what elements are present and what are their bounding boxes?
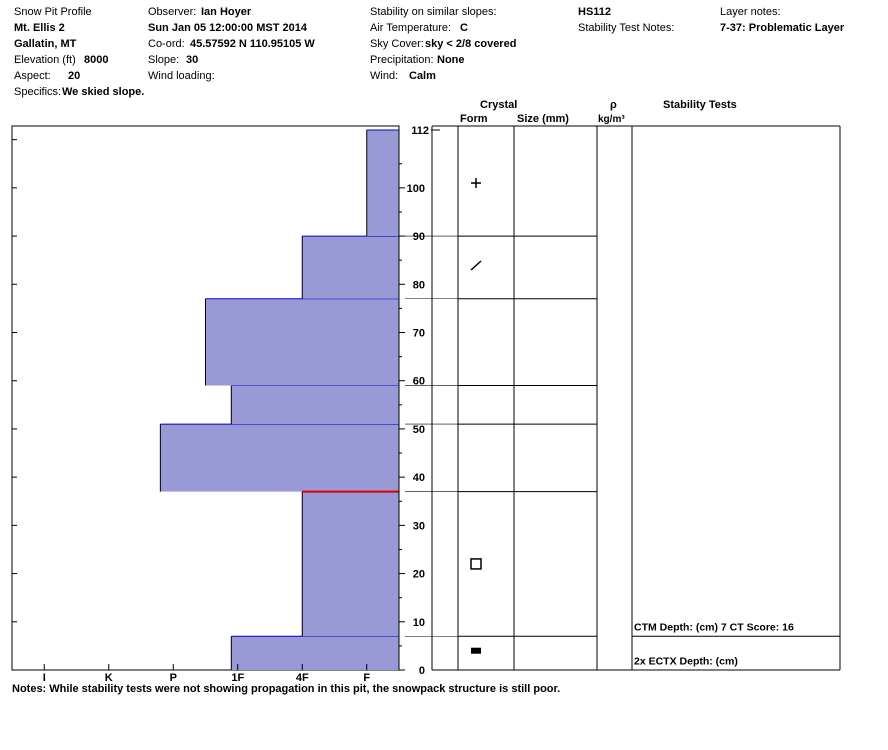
stability-tests-header: Stability Tests xyxy=(663,99,737,111)
stability-test-0: CTM Depth: (cm) 7 CT Score: 16 xyxy=(634,622,794,634)
coord-value: 45.57592 N 110.95105 W xyxy=(190,38,315,50)
hardness-tick-label: P xyxy=(170,672,177,684)
specifics-value: We skied slope. xyxy=(62,86,145,98)
hardness-bar-4 xyxy=(205,298,399,386)
hs-value: HS112 xyxy=(578,6,612,18)
slope-value: 30 xyxy=(186,54,199,66)
wind-loading-label: Wind loading: xyxy=(148,70,215,82)
slope-label: Slope: xyxy=(148,54,180,66)
layer-notes-value: 7-37: Problematic Layer xyxy=(720,22,845,34)
sky-cover-label: Sky Cover: xyxy=(370,38,424,50)
precip-label: Precipitation: xyxy=(370,54,434,66)
depth-tick-label: 70 xyxy=(413,328,425,340)
wind-label: Wind: xyxy=(370,70,399,82)
hardness-bar-1 xyxy=(302,491,399,637)
hardness-tick-label: 4F xyxy=(296,672,309,684)
density-unit: kg/m³ xyxy=(598,114,625,125)
stability-test-1: 2x ECTX Depth: (cm) xyxy=(634,655,738,667)
profile-title: Snow Pit Profile xyxy=(14,6,92,18)
crystal-header: Crystal xyxy=(480,99,518,111)
hardness-axis: I K P 1F 4F F xyxy=(43,664,370,684)
depth-tick-label: 0 xyxy=(419,665,425,677)
grain-form-slash xyxy=(470,260,482,271)
size-header: Size (mm) xyxy=(517,113,569,125)
depth-tick-label: 30 xyxy=(413,520,425,532)
hardness-bar-5 xyxy=(302,236,399,299)
depth-top-label: 112 xyxy=(411,125,429,137)
air-temp-label: Air Temperature: xyxy=(370,22,452,34)
depth-tick-label: 50 xyxy=(413,424,425,436)
coord-label: Co-ord: xyxy=(148,38,185,50)
elevation-label: Elevation (ft) xyxy=(14,54,76,66)
depth-tick-label: 60 xyxy=(413,376,425,388)
depth-tick-label: 10 xyxy=(413,617,425,629)
density-header: ρ xyxy=(610,99,617,111)
air-temp-value: C xyxy=(460,22,468,34)
layer-table: CTM Depth: (cm) 7 CT Score: 16 2x ECTX De… xyxy=(405,125,841,671)
hardness-tick-label: 1F xyxy=(231,672,244,684)
grain-form-square xyxy=(470,558,482,570)
form-header: Form xyxy=(460,113,488,125)
hardness-bar-3 xyxy=(231,385,399,425)
stability-similar-label: Stability on similar slopes: xyxy=(370,6,497,18)
precip-value: None xyxy=(437,54,465,66)
hardness-tick-label: I xyxy=(43,672,46,684)
region-name: Gallatin, MT xyxy=(14,38,77,50)
hardness-bar-2 xyxy=(160,424,399,492)
elevation-value: 8000 xyxy=(84,54,109,66)
depth-tick-label: 90 xyxy=(413,231,425,243)
hardness-tick-label: F xyxy=(363,672,370,684)
location-name: Mt. Ellis 2 xyxy=(14,22,65,34)
layer-notes-label: Layer notes: xyxy=(720,6,781,18)
hardness-tick-label: K xyxy=(105,672,113,684)
specifics-label: Specifics: xyxy=(14,86,62,98)
sky-cover-value: sky < 2/8 covered xyxy=(425,38,517,50)
observer-value: Ian Hoyer xyxy=(201,6,252,18)
hardness-bar-6 xyxy=(366,130,399,237)
observer-label: Observer: xyxy=(148,6,197,18)
observation-date: Sun Jan 05 12:00:00 MST 2014 xyxy=(148,22,307,34)
hardness-layers xyxy=(11,125,400,671)
aspect-value: 20 xyxy=(68,70,81,82)
aspect-label: Aspect: xyxy=(14,70,51,82)
hardness-bar-0 xyxy=(231,636,399,670)
depth-tick-label: 40 xyxy=(413,472,425,484)
depth-axis: 0 10 20 30 40 50 60 70 80 90 100 112 xyxy=(12,125,440,677)
depth-tick-label: 20 xyxy=(413,569,425,581)
wind-value: Calm xyxy=(409,70,436,82)
pit-notes: Notes: While stability tests were not sh… xyxy=(12,683,561,695)
depth-tick-label: 80 xyxy=(413,279,425,291)
depth-tick-label: 100 xyxy=(407,183,425,195)
stability-notes-label: Stability Test Notes: xyxy=(578,22,675,34)
grain-form-filled xyxy=(471,647,481,654)
